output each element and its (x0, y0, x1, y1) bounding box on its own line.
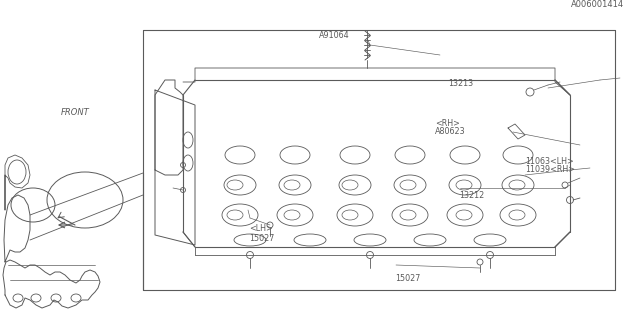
Text: 15027: 15027 (250, 234, 275, 243)
Text: 15027: 15027 (396, 274, 421, 283)
Text: <RH>: <RH> (435, 119, 460, 128)
Text: FRONT: FRONT (61, 108, 90, 117)
Text: 11039<RH>: 11039<RH> (525, 165, 575, 174)
Text: A006001414: A006001414 (571, 0, 624, 9)
Text: <LH>: <LH> (250, 224, 273, 233)
Text: 13212: 13212 (460, 191, 484, 200)
Text: 13213: 13213 (448, 79, 473, 88)
Text: A91064: A91064 (319, 31, 349, 40)
Text: 11063<LH>: 11063<LH> (525, 157, 573, 166)
Text: A80623: A80623 (435, 127, 466, 136)
